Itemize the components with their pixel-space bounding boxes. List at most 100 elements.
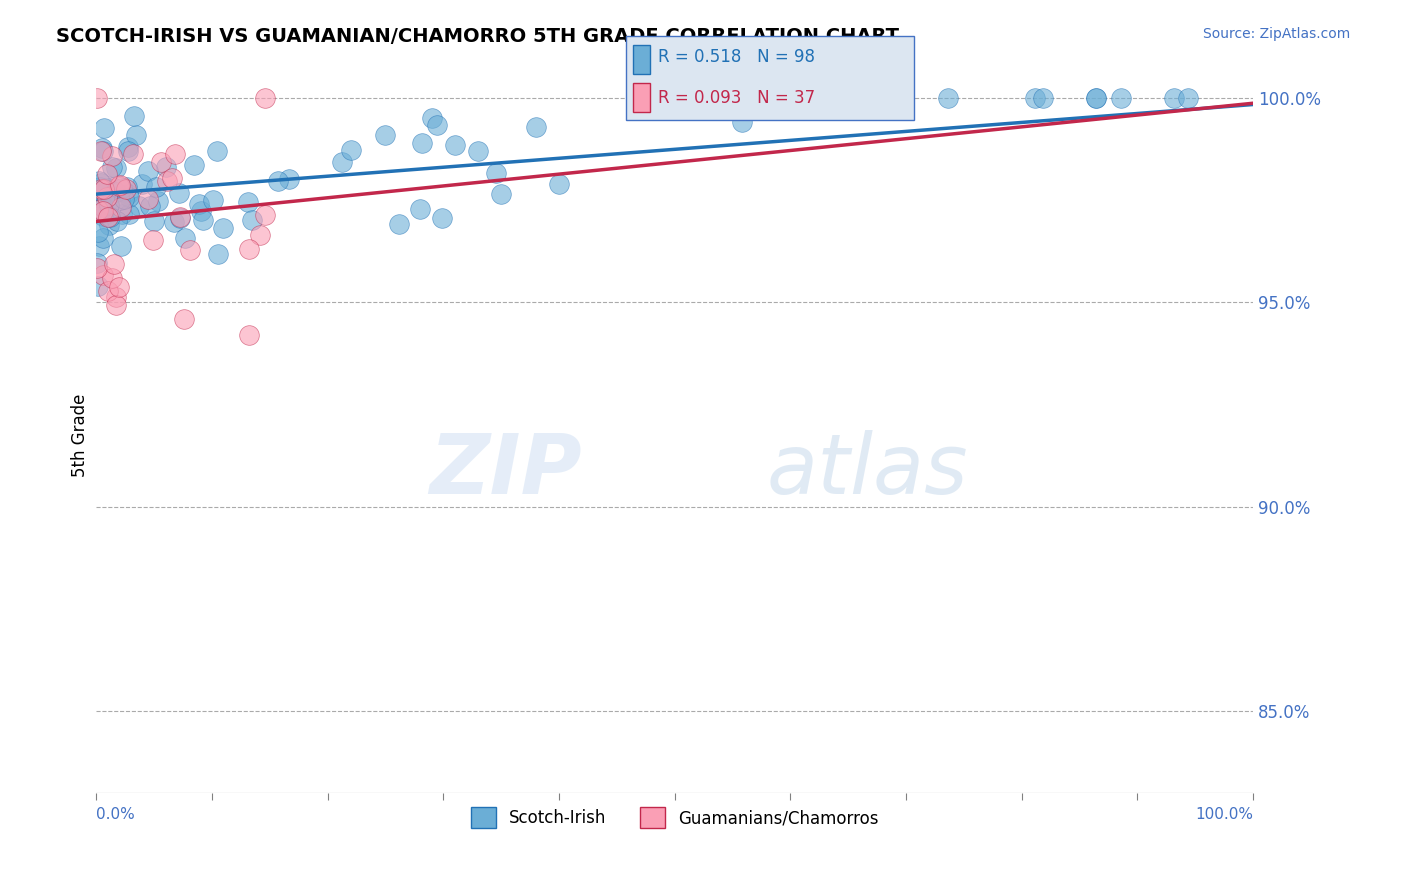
- Point: [91, 210, 114, 224]
- Point: [238, 243, 260, 257]
- Point: [267, 174, 290, 188]
- Point: [93, 205, 115, 219]
- Point: [108, 179, 131, 194]
- Point: [253, 91, 276, 105]
- Point: [104, 290, 127, 304]
- Point: [105, 214, 128, 228]
- Point: [111, 181, 134, 195]
- Point: [700, 91, 723, 105]
- Point: [138, 199, 160, 213]
- Point: [202, 194, 225, 208]
- Point: [1163, 91, 1185, 105]
- Point: [190, 204, 212, 219]
- Point: [489, 187, 512, 202]
- Point: [238, 195, 260, 210]
- Point: [87, 239, 110, 253]
- Point: [851, 91, 873, 105]
- Point: [146, 194, 169, 209]
- Point: [108, 194, 131, 208]
- Point: [91, 200, 114, 214]
- Point: [179, 244, 201, 258]
- Point: [104, 161, 127, 176]
- Point: [117, 180, 139, 194]
- Point: [374, 128, 396, 142]
- Point: [240, 213, 263, 227]
- Text: Source: ZipAtlas.com: Source: ZipAtlas.com: [1202, 27, 1350, 41]
- Point: [128, 199, 150, 213]
- Point: [112, 192, 135, 206]
- Legend: Scotch-Irish, Guamanians/Chamorros: Scotch-Irish, Guamanians/Chamorros: [464, 801, 886, 834]
- Point: [101, 271, 124, 285]
- Point: [169, 186, 191, 200]
- Text: SCOTCH-IRISH VS GUAMANIAN/CHAMORRO 5TH GRADE CORRELATION CHART: SCOTCH-IRISH VS GUAMANIAN/CHAMORRO 5TH G…: [56, 27, 900, 45]
- Point: [163, 215, 186, 229]
- Text: atlas: atlas: [768, 430, 969, 511]
- Point: [212, 221, 235, 235]
- Point: [121, 147, 143, 161]
- Point: [156, 173, 179, 187]
- Point: [117, 140, 139, 154]
- Point: [430, 211, 453, 226]
- Point: [87, 278, 110, 293]
- Point: [97, 210, 120, 224]
- Point: [89, 179, 111, 194]
- Point: [110, 238, 132, 252]
- Point: [1177, 91, 1199, 105]
- Point: [1085, 91, 1108, 105]
- Point: [183, 158, 205, 172]
- Point: [160, 171, 183, 186]
- Point: [90, 176, 112, 190]
- Point: [145, 180, 167, 194]
- Text: 0.0%: 0.0%: [96, 807, 135, 822]
- Text: R = 0.518   N = 98: R = 0.518 N = 98: [658, 48, 815, 66]
- Text: 100.0%: 100.0%: [1195, 807, 1253, 822]
- Point: [103, 257, 125, 271]
- Point: [125, 128, 148, 142]
- Point: [87, 185, 110, 199]
- Point: [108, 279, 131, 293]
- Point: [98, 198, 121, 212]
- Point: [136, 163, 159, 178]
- Point: [1032, 91, 1054, 105]
- Point: [98, 211, 121, 225]
- Point: [485, 166, 508, 180]
- Point: [730, 114, 752, 128]
- Point: [117, 145, 139, 159]
- Point: [422, 111, 444, 125]
- Point: [155, 160, 177, 174]
- Point: [136, 192, 159, 206]
- Point: [426, 119, 449, 133]
- Point: [142, 214, 165, 228]
- Point: [91, 194, 114, 208]
- Point: [91, 268, 114, 282]
- Point: [91, 141, 114, 155]
- Point: [93, 180, 115, 194]
- Point: [117, 187, 139, 202]
- Point: [91, 144, 114, 158]
- Point: [90, 184, 112, 198]
- Point: [122, 109, 145, 123]
- Point: [101, 149, 124, 163]
- Point: [188, 197, 211, 211]
- Point: [86, 91, 108, 105]
- Point: [101, 160, 124, 174]
- Point: [443, 138, 465, 153]
- Point: [117, 190, 139, 204]
- Point: [97, 188, 120, 202]
- Point: [118, 207, 141, 221]
- Point: [936, 91, 959, 105]
- Point: [249, 227, 271, 242]
- Point: [207, 246, 229, 260]
- Point: [96, 190, 118, 204]
- Text: ZIP: ZIP: [429, 430, 582, 511]
- Point: [96, 190, 118, 204]
- Point: [388, 217, 411, 231]
- Point: [90, 144, 112, 158]
- Point: [89, 173, 111, 187]
- Point: [101, 179, 124, 194]
- Text: R = 0.093   N = 37: R = 0.093 N = 37: [658, 89, 815, 107]
- Point: [86, 255, 108, 269]
- Point: [87, 202, 110, 217]
- Point: [105, 186, 128, 200]
- Point: [169, 211, 191, 225]
